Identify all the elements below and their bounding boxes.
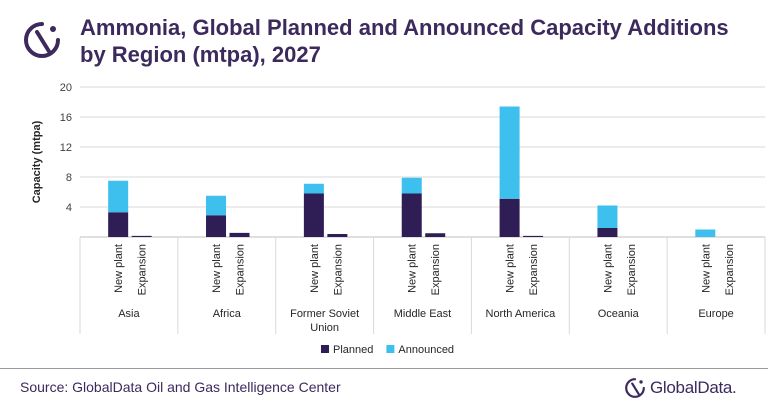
bar-planned bbox=[108, 212, 129, 237]
bar-planned bbox=[327, 234, 348, 237]
brand-logo: GlobalData. bbox=[624, 376, 737, 400]
y-tick-label: 16 bbox=[60, 112, 72, 124]
x-subcategory-label: New plant bbox=[505, 244, 517, 293]
x-category-label: Former Soviet bbox=[290, 308, 359, 320]
x-subcategory-label: Expansion bbox=[332, 244, 344, 295]
source-note: Source: GlobalData Oil and Gas Intellige… bbox=[20, 379, 341, 395]
y-tick-label: 12 bbox=[60, 142, 72, 154]
x-subcategory-label: New plant bbox=[309, 244, 321, 293]
x-category-label: Oceania bbox=[598, 308, 640, 320]
x-category-label: North America bbox=[486, 308, 557, 320]
bar-planned bbox=[303, 193, 324, 237]
x-subcategory-label: New plant bbox=[700, 244, 712, 293]
x-category-label: Asia bbox=[118, 308, 140, 320]
x-subcategory-label: New plant bbox=[113, 244, 125, 293]
bar-announced bbox=[401, 177, 422, 194]
bar-announced bbox=[303, 183, 324, 194]
x-category-label: Africa bbox=[213, 308, 242, 320]
y-tick-label: 8 bbox=[66, 172, 72, 184]
legend-swatch bbox=[386, 345, 395, 353]
x-subcategory-label: New plant bbox=[602, 244, 614, 293]
bar-planned bbox=[401, 193, 422, 237]
x-category-label: Middle East bbox=[394, 308, 451, 320]
y-tick-label: 20 bbox=[60, 82, 72, 94]
y-axis-label: Capacity (mtpa) bbox=[31, 120, 43, 203]
bar-announced bbox=[597, 205, 618, 228]
x-subcategory-label: Expansion bbox=[137, 244, 149, 295]
globaldata-logo-icon bbox=[625, 378, 645, 398]
bar-announced bbox=[206, 195, 227, 216]
globaldata-logo-icon bbox=[24, 22, 60, 58]
bar-planned bbox=[229, 232, 250, 237]
footer-divider bbox=[0, 368, 768, 369]
x-category-label-line2: Union bbox=[310, 322, 339, 334]
y-tick-label: 4 bbox=[66, 202, 72, 214]
bar-planned bbox=[597, 228, 618, 237]
x-subcategory-label: Expansion bbox=[528, 244, 540, 295]
x-subcategory-label: Expansion bbox=[430, 244, 442, 295]
legend-swatch bbox=[321, 345, 329, 353]
bar-planned bbox=[131, 235, 152, 237]
bar-planned bbox=[523, 235, 544, 237]
chart-title: Ammonia, Global Planned and Announced Ca… bbox=[80, 15, 729, 67]
x-subcategory-label: New plant bbox=[211, 244, 223, 293]
brand-name: GlobalData. bbox=[650, 378, 737, 397]
legend-label: Planned bbox=[333, 344, 373, 356]
bar-planned bbox=[206, 215, 227, 237]
x-subcategory-label: Expansion bbox=[724, 244, 736, 295]
x-subcategory-label: Expansion bbox=[235, 244, 247, 295]
legend-label: Announced bbox=[398, 344, 454, 356]
bar-planned bbox=[425, 233, 446, 237]
bar-announced bbox=[695, 229, 716, 237]
x-category-label: Europe bbox=[698, 308, 733, 320]
bar-planned bbox=[499, 198, 520, 237]
x-subcategory-label: New plant bbox=[407, 244, 419, 293]
bar-announced bbox=[108, 180, 129, 213]
x-subcategory-label: Expansion bbox=[626, 244, 638, 295]
bar-announced bbox=[499, 106, 520, 199]
